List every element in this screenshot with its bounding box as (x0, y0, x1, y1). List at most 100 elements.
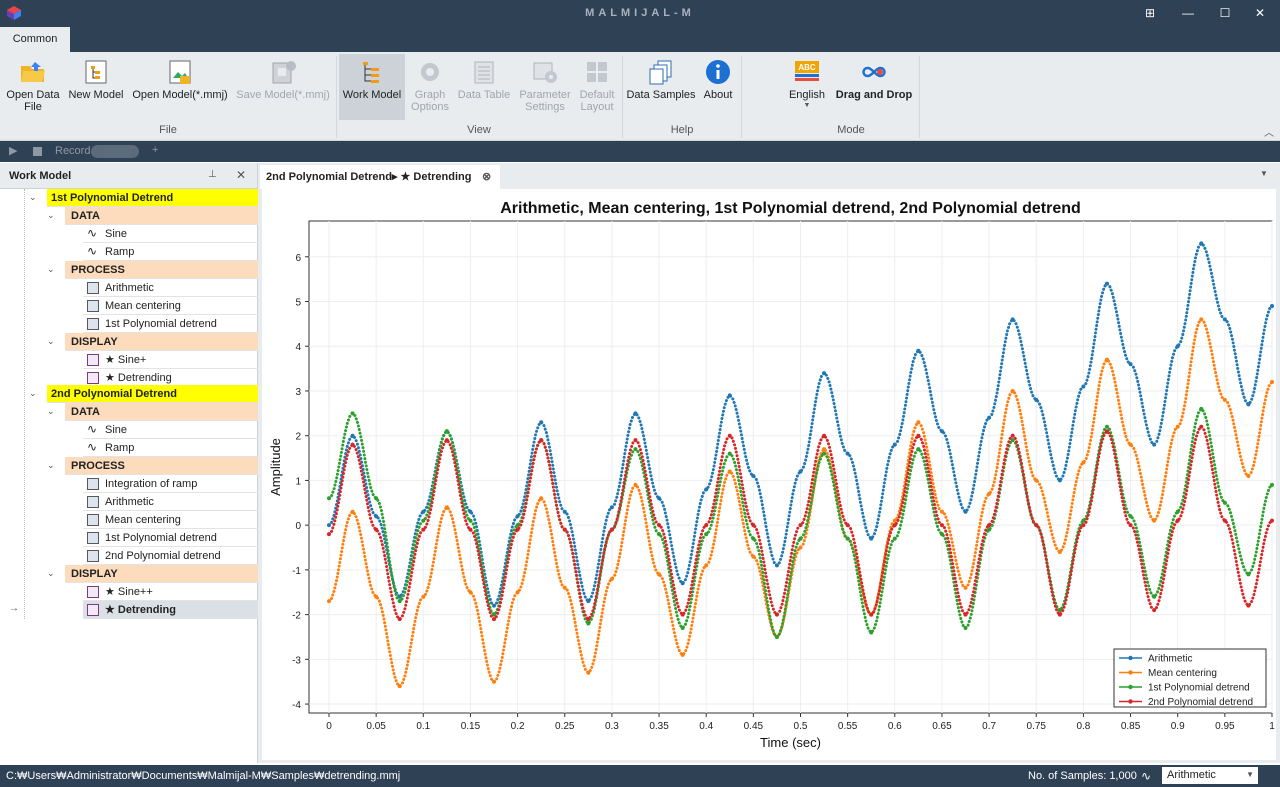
chevron-down-icon[interactable]: ⌄ (47, 336, 55, 346)
chevron-down-icon[interactable]: ⌄ (47, 210, 55, 220)
x-tick-label: 0.35 (649, 721, 669, 732)
minimize-button[interactable]: — (1182, 6, 1194, 20)
chart[interactable]: Arithmetic, Mean centering, 1st Polynomi… (262, 189, 1276, 760)
chevron-down-icon[interactable]: ⌄ (47, 264, 55, 274)
tab-detrending[interactable]: 2nd Polynomial Detrend▸ ★ Detrending ⊗ (260, 165, 500, 189)
data-point (892, 523, 897, 528)
chevron-down-icon[interactable]: ⌄ (29, 192, 37, 202)
open-data-file-button[interactable]: Open Data File (4, 54, 62, 120)
y-axis-label: Amplitude (268, 438, 283, 496)
record-toggle[interactable] (91, 145, 139, 158)
default-layout-button[interactable]: Default Layout (577, 54, 617, 120)
maximize-button[interactable]: ☐ (1219, 6, 1231, 20)
data-point (350, 411, 355, 416)
layout-grid-icon (587, 62, 607, 82)
chevron-down-icon[interactable]: ⌄ (29, 388, 37, 398)
plot-frame (308, 220, 1273, 714)
tree-item-sine[interactable]: ∿ Sine (83, 421, 258, 439)
x-tick-label: 1 (1269, 721, 1275, 732)
chevron-down-icon[interactable]: ⌄ (47, 406, 55, 416)
tree-item-ramp[interactable]: ∿ Ramp (83, 243, 258, 261)
sine-wave-icon: ∿ (87, 226, 98, 240)
graph-options-button[interactable]: Graph Options (407, 54, 453, 120)
about-button[interactable]: About (698, 54, 738, 120)
save-model-button[interactable]: Save Model(*.mmj) (234, 54, 332, 120)
tree-item-sine[interactable]: ∿ Sine (83, 225, 258, 243)
data-point (1128, 514, 1133, 519)
y-tick-label: -3 (292, 655, 301, 666)
restore-layout-icon[interactable]: ⊞ (1144, 6, 1156, 20)
data-point (1081, 523, 1086, 528)
close-tab-icon[interactable]: ⊗ (482, 171, 492, 183)
stop-icon[interactable] (33, 147, 42, 156)
drag-and-drop-button[interactable]: Drag and Drop (832, 54, 916, 120)
data-point (751, 536, 756, 541)
data-table-button[interactable]: Data Table (455, 54, 513, 120)
tree-project-1[interactable]: 1st Polynomial Detrend (47, 189, 258, 207)
play-icon[interactable]: ▶ (9, 145, 18, 157)
tree-item-ramp[interactable]: ∿ Ramp (83, 439, 258, 457)
data-point (987, 523, 992, 528)
close-panel-icon[interactable]: ✕ (236, 168, 247, 182)
tree-item-integration-of-ramp[interactable]: Integration of ramp (83, 475, 258, 493)
data-point (609, 527, 614, 532)
tree-item-2nd-polynomial-detrend[interactable]: 2nd Polynomial detrend (83, 547, 258, 565)
x-tick-label: 0.9 (1171, 721, 1185, 732)
pin-icon[interactable]: ⊥ (208, 169, 217, 180)
tab-common[interactable]: Common (0, 27, 70, 52)
data-point (704, 563, 709, 568)
parameter-settings-icon (533, 62, 557, 83)
tree-category-data[interactable]: DATA (65, 207, 258, 225)
tree-item-display-detrending-selected[interactable]: ★ Detrending (83, 601, 258, 619)
open-model-button[interactable]: Open Model(*.mmj) (130, 54, 230, 120)
group-label-help: Help (670, 124, 694, 136)
data-point (1010, 433, 1015, 438)
data-point (1175, 509, 1180, 514)
calculator-icon (87, 532, 99, 544)
work-model-button[interactable]: Work Model (339, 54, 405, 120)
tab-list-dropdown-icon[interactable]: ▼ (1260, 169, 1268, 178)
data-point (1034, 478, 1039, 483)
tree-project-2[interactable]: 2nd Polynomial Detrend (47, 385, 258, 403)
tree-category-process[interactable]: PROCESS (65, 457, 258, 475)
tree-category-data[interactable]: DATA (65, 403, 258, 421)
tree-item-mean-centering[interactable]: Mean centering (83, 297, 258, 315)
tree-item-mean-centering[interactable]: Mean centering (83, 511, 258, 529)
chevron-down-icon[interactable]: ⌄ (47, 568, 55, 578)
parameter-settings-button[interactable]: Parameter Settings (515, 54, 575, 120)
close-button[interactable]: ✕ (1254, 6, 1266, 20)
data-point (963, 626, 968, 631)
tree-item-display-sine-plus-plus[interactable]: ★ Sine++ (83, 583, 258, 601)
tree-item-1st-polynomial-detrend[interactable]: 1st Polynomial detrend (83, 529, 258, 547)
x-axis-label: Time (sec) (760, 735, 821, 750)
new-model-button[interactable]: New Model (64, 54, 128, 120)
tree-category-display[interactable]: DISPLAY (65, 333, 258, 351)
chevron-down-icon[interactable]: ⌄ (47, 460, 55, 470)
collapse-ribbon-icon[interactable]: ︿ (1264, 128, 1274, 139)
data-point (586, 621, 591, 626)
data-point (562, 527, 567, 532)
status-bar: C:₩Users₩Administrator₩Documents₩Malmija… (0, 765, 1280, 787)
tree-category-process[interactable]: PROCESS (65, 261, 258, 279)
data-point (1246, 402, 1251, 407)
tree-item-arithmetic[interactable]: Arithmetic (83, 493, 258, 511)
data-point (916, 420, 921, 425)
tree-item-1st-polynomial-detrend[interactable]: 1st Polynomial detrend (83, 315, 258, 333)
record-more-icon[interactable]: + (152, 144, 159, 156)
calculator-icon (87, 318, 99, 330)
data-point (845, 451, 850, 456)
data-point (562, 585, 567, 590)
data-samples-button[interactable]: Data Samples (626, 54, 696, 120)
data-point (1222, 500, 1227, 505)
tree-item-display-sine-plus[interactable]: ★ Sine+ (83, 351, 258, 369)
tree-item-arithmetic[interactable]: Arithmetic (83, 279, 258, 297)
tree-category-display[interactable]: DISPLAY (65, 565, 258, 583)
plot-area[interactable]: Arithmetic, Mean centering, 1st Polynomi… (262, 189, 1276, 760)
x-tick-label: 0.6 (888, 721, 902, 732)
data-point (798, 536, 803, 541)
data-point (987, 491, 992, 496)
language-dropdown[interactable]: ABC English ▼ (784, 54, 830, 120)
data-point (798, 469, 803, 474)
display-mode-select[interactable]: Arithmetic ▼ (1162, 767, 1258, 784)
y-tick-label: 5 (295, 298, 301, 309)
